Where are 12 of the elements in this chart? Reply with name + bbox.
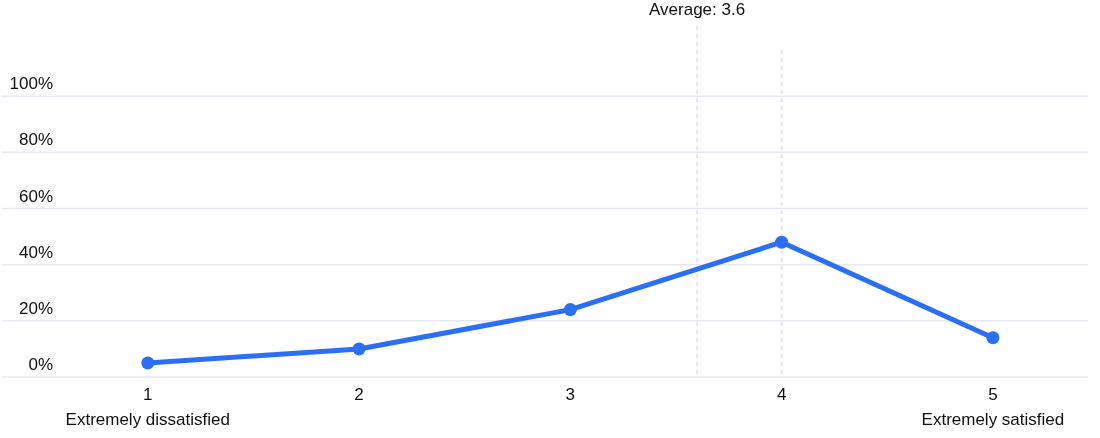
y-tick-label: 0% [28,355,53,374]
x-tick-label: 2 [354,385,364,404]
y-tick-label: 40% [18,242,53,262]
x-tick-label: 3 [565,385,576,404]
x-tick-label: 1 Extremely dissatisfied [65,385,230,429]
ref-line-label: Average: 3.6 [649,0,746,19]
x-tick-label: 4 [776,385,787,404]
y-tick-label: 20% [18,298,53,318]
y-tick-label: 100% [9,74,53,94]
y-tick-label: 60% [18,186,53,206]
y-tick-label: 80% [18,130,53,150]
x-tick-label: 5 Extremely satisfied [921,385,1065,429]
